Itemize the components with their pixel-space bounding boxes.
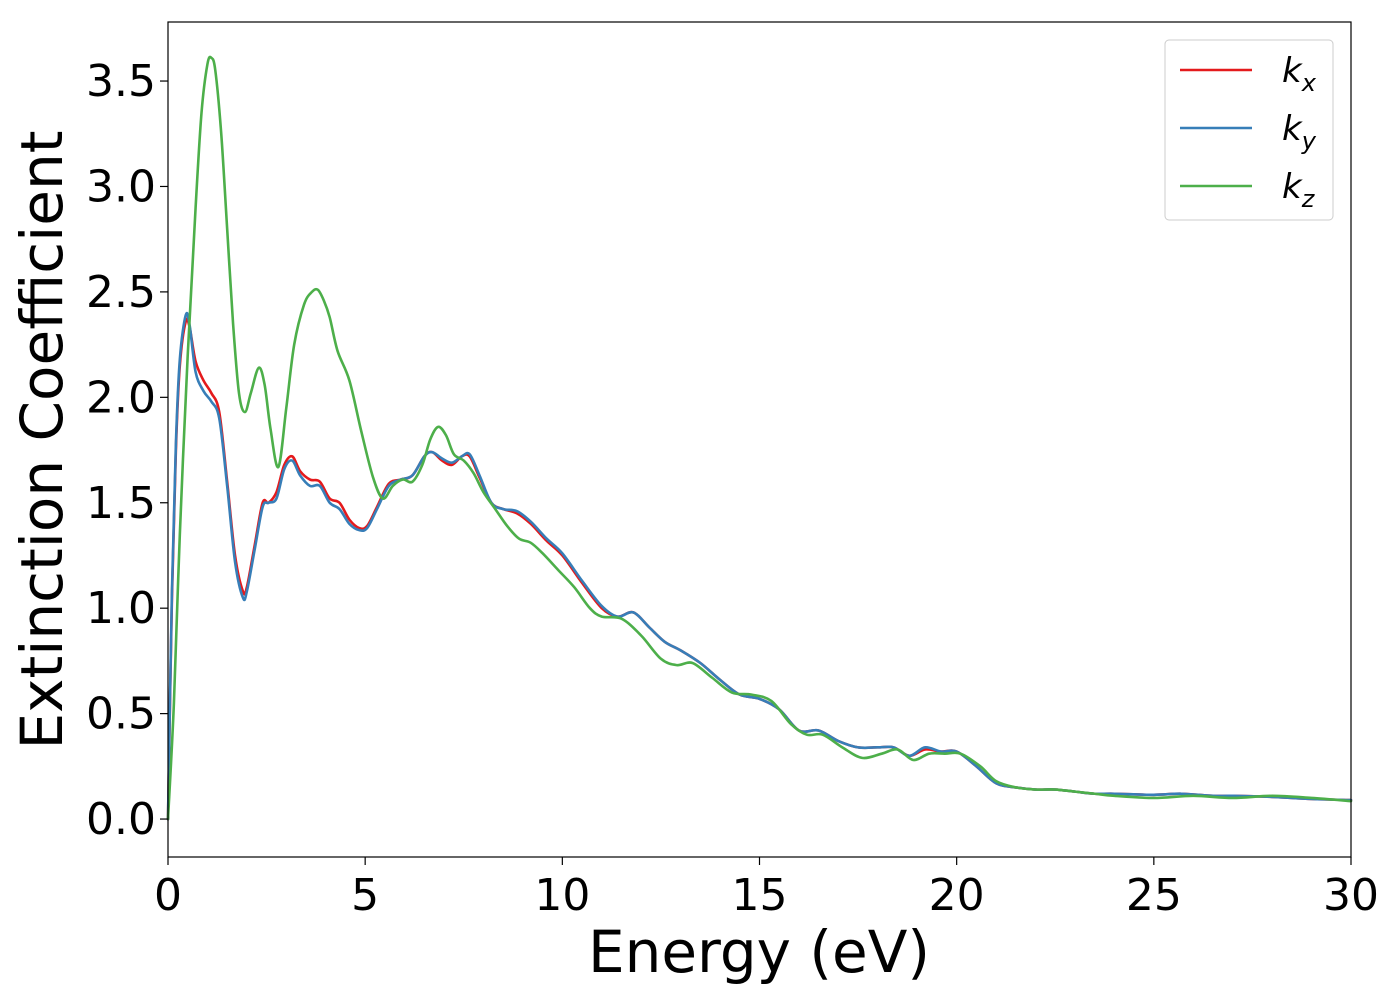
legend: kx ky kz <box>1164 39 1334 221</box>
y-tick-label: 0.5 <box>86 689 156 740</box>
legend-box <box>1164 39 1334 221</box>
legend-label-ky: ky <box>1282 109 1317 155</box>
x-tick-label: 25 <box>1126 870 1182 921</box>
plot-background <box>168 22 1351 857</box>
x-tick-label: 5 <box>351 870 379 921</box>
y-tick-label: 2.0 <box>86 372 156 423</box>
y-tick-label: 1.0 <box>86 583 156 634</box>
series-line-ky <box>166 311 1353 821</box>
y-tick-label: 2.5 <box>86 267 156 318</box>
x-tick-label: 10 <box>534 870 590 921</box>
series-line-kz <box>166 55 1353 821</box>
y-tick-label: 3.5 <box>86 56 156 107</box>
y-tick-label: 1.5 <box>86 478 156 529</box>
x-tick-label: 0 <box>154 870 182 921</box>
y-axis: 0.0 0.5 1.0 1.5 2.0 2.5 3.0 3.5 <box>86 56 168 845</box>
legend-label-kx: kx <box>1282 51 1317 97</box>
legend-label-kz: kz <box>1282 167 1316 213</box>
series-layer <box>166 55 1353 821</box>
y-tick-label: 0.0 <box>86 794 156 845</box>
x-axis-title: Energy (eV) <box>588 918 930 986</box>
x-axis: 0 5 10 15 20 25 30 <box>154 857 1379 921</box>
x-tick-label: 15 <box>732 870 788 921</box>
y-tick-label: 3.0 <box>86 161 156 212</box>
y-axis-title: Extinction Coefficient <box>8 131 76 750</box>
x-tick-label: 20 <box>929 870 985 921</box>
x-tick-label: 30 <box>1323 870 1379 921</box>
